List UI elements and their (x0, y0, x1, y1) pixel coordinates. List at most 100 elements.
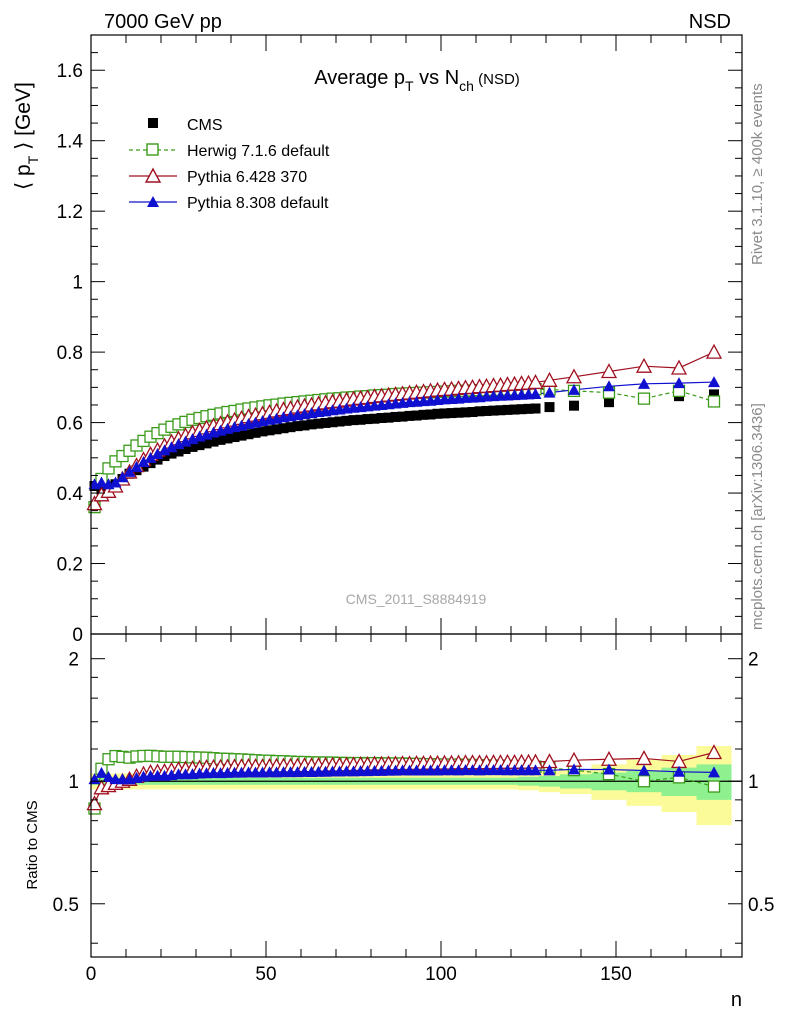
pythia8-ratio-point (529, 764, 542, 776)
title-sub-t: T (405, 78, 414, 94)
legend-herwig-label: Herwig 7.1.6 default (187, 143, 330, 160)
ratio-ytick-label-right: 2 (748, 650, 759, 671)
pythia8-ratio-point (102, 771, 115, 783)
pythia8-ratio-point (603, 763, 615, 775)
legend-pythia8-label: Pythia 8.308 default (187, 195, 329, 212)
cms-point (215, 434, 226, 445)
pythia8-point (638, 377, 650, 389)
cms-point (709, 389, 719, 400)
main-ytick-label: 1 (72, 273, 83, 294)
main-ylabel: ⟨ pT ⟩ [GeV] (12, 82, 41, 190)
pythia6-point (670, 359, 688, 375)
legend-pythia6-label: Pythia 6.428 370 (187, 169, 307, 186)
cms-point (348, 415, 359, 426)
pythia8-point (568, 383, 580, 395)
herwig-point (707, 395, 721, 408)
pythia6-point (705, 343, 723, 359)
ratio-ytick-label: 1 (68, 772, 79, 793)
title-sub-ch: ch (459, 78, 474, 94)
cms-point (509, 404, 520, 415)
cms-point (425, 409, 436, 420)
main-ytick-label: 0.4 (57, 484, 84, 505)
main-ytick-label: 0.8 (57, 343, 83, 364)
pythia8-point (137, 456, 150, 468)
cms-point (313, 418, 324, 429)
cms-point (516, 404, 527, 415)
pythia6-point (565, 368, 583, 384)
cms-point (264, 425, 275, 436)
ratio-ytick-label-right: 1 (748, 772, 759, 793)
ratio-xtick-label: 100 (425, 964, 457, 985)
legend-pythia6-marker (144, 167, 162, 183)
ratio-xtick-label: 50 (255, 964, 276, 985)
chart-title: Average pT vs Nch (NSD) (314, 67, 520, 94)
ratio-frame (90, 633, 743, 958)
pythia8-ratio-point (95, 766, 108, 778)
ratio-axes: 0.5 0.5 1 1 2 2 0 50 100 150 (53, 634, 774, 985)
cms-point (334, 416, 345, 427)
pythia8-ratio-point (708, 766, 720, 778)
cms-point (383, 412, 394, 423)
cms-point (604, 397, 614, 408)
cms-point (446, 408, 457, 419)
cms-point (390, 411, 401, 422)
cms-point (569, 400, 579, 411)
pythia8-point (109, 476, 122, 488)
process-label: NSD (689, 11, 731, 33)
main-ytick-label: 1.6 (57, 61, 83, 82)
cms-point (488, 405, 499, 416)
cms-point (411, 410, 422, 421)
ratio-panel: 0.5 0.5 1 1 2 2 0 50 100 150 Ratio to CMS n (24, 633, 774, 1011)
pythia8-point (158, 444, 171, 456)
pythia6-point (600, 363, 618, 379)
cms-point (404, 410, 415, 421)
cms-point (278, 423, 289, 434)
cms-point (530, 403, 541, 414)
pythia6-point (541, 371, 558, 387)
main-ytick-label: 0.2 (57, 555, 83, 576)
pythia8-ratio-point (673, 765, 685, 777)
cms-point (376, 413, 387, 424)
legend-herwig-marker (146, 143, 159, 156)
cms-point (474, 406, 485, 417)
cms-point (243, 429, 254, 440)
main-ytick-label: 1.4 (57, 132, 84, 153)
cms-point (355, 414, 366, 425)
cms-point (222, 433, 233, 444)
ratio-xtick-label: 0 (86, 964, 97, 985)
main-axes: 0 0.2 0.4 0.6 0.8 1 1.2 1.4 1.6 (57, 35, 742, 646)
cms-point (439, 408, 450, 419)
cms-point (432, 408, 443, 419)
cms-point (523, 403, 534, 414)
cms-point (418, 409, 429, 420)
cms-point (285, 422, 296, 433)
cms-point (453, 407, 464, 418)
cms-point (187, 441, 198, 452)
cms-point (306, 419, 317, 430)
pythia8-ratio-point (543, 764, 556, 776)
herwig-ratio-point (637, 775, 651, 788)
pythia8-ratio-point (568, 763, 580, 775)
cms-point (481, 405, 492, 416)
ratio-xtick-label: 150 (600, 964, 632, 985)
herwig-point (102, 462, 115, 475)
ylabel-sub: T (25, 155, 41, 164)
cms-point (362, 414, 373, 425)
herwig-ratio-point (707, 780, 721, 793)
ratio-ytick-label-right: 0.5 (748, 895, 774, 916)
ratio-ytick-label: 2 (68, 650, 79, 671)
x-axis-label: n (731, 989, 742, 1011)
pythia8-point (673, 377, 685, 389)
cms-point (460, 407, 471, 418)
herwig-point (637, 392, 651, 405)
cms-point (145, 458, 156, 469)
legend-cms-marker (148, 118, 158, 128)
ratio-marks (86, 744, 723, 815)
cms-point (299, 420, 310, 431)
pythia8-ratio-point (638, 764, 650, 776)
main-marks (86, 343, 723, 514)
pythia8-point (116, 471, 129, 483)
legend-pythia8-marker (147, 196, 159, 207)
ratio-ytick-label: 0.5 (53, 895, 79, 916)
source-label: mcplots.cern.ch [arXiv:1306.3436] (749, 403, 766, 630)
